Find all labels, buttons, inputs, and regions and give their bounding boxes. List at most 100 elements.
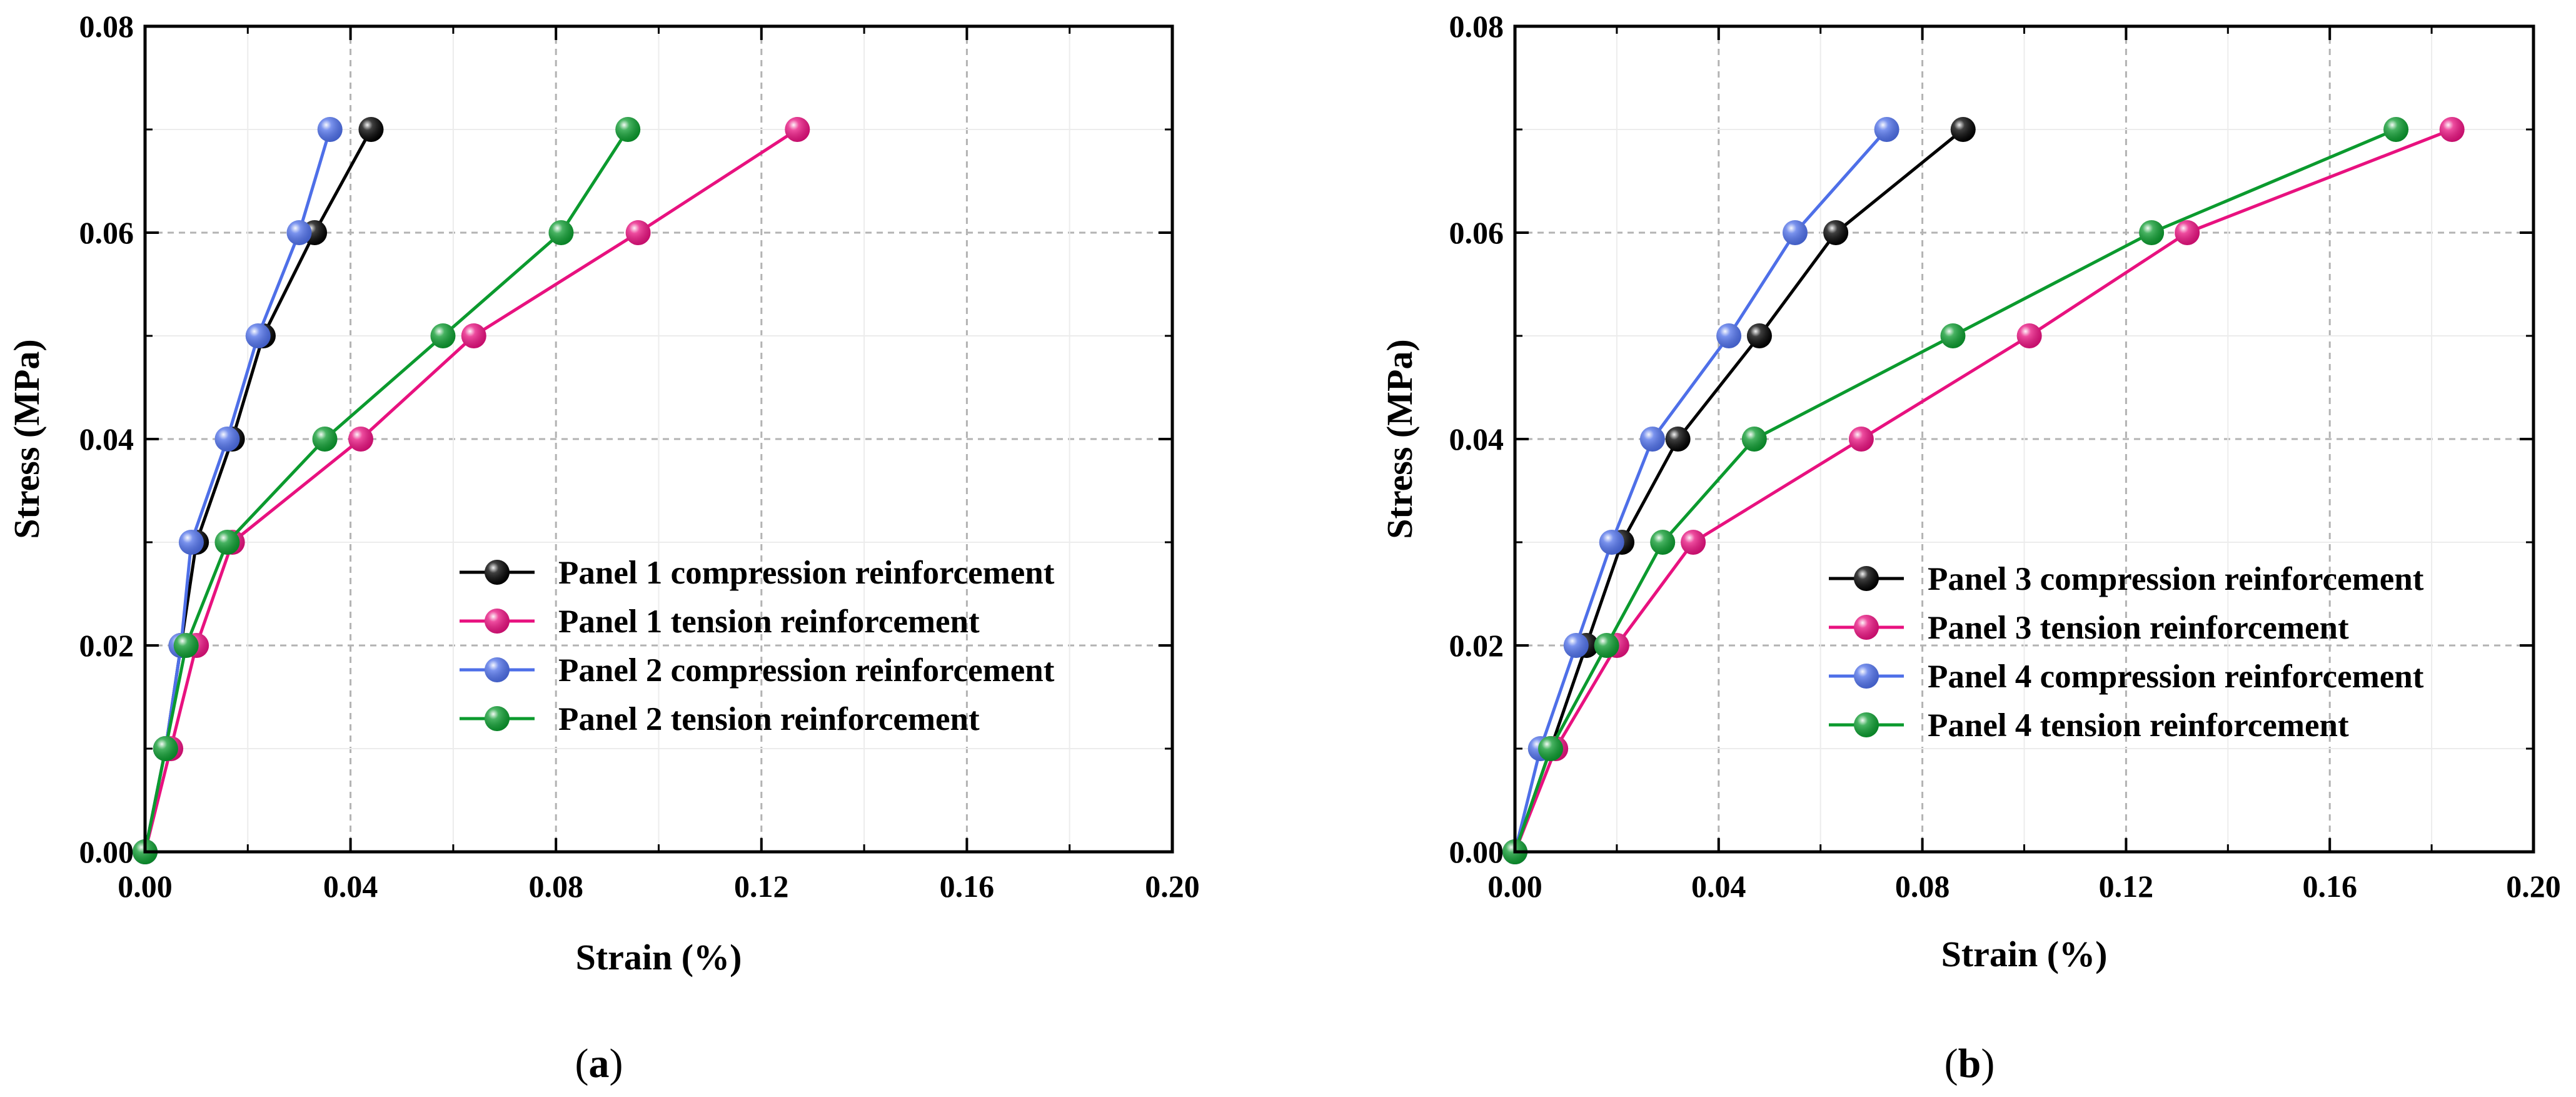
x-tick-labels: 0.00 0.04 0.08 0.12 0.16 0.20 — [118, 869, 1200, 904]
legend-item: Panel 3 compression reinforcement — [1829, 561, 2424, 597]
series-line — [1513, 128, 1965, 852]
legend-marker — [1854, 664, 1879, 689]
legend-marker — [485, 706, 510, 731]
y-tick-label: 0.06 — [79, 215, 134, 250]
x-tick-label: 0.04 — [323, 869, 378, 904]
x-tick-labels: 0.00 0.04 0.08 0.12 0.16 0.20 — [1487, 869, 2561, 904]
legend-marker — [1854, 566, 1879, 591]
chart-panel-a: 0.00 0.04 0.08 0.12 0.16 0.20 0.000.020.040.0… — [6, 9, 1200, 1086]
data-point — [2383, 117, 2409, 142]
minor-grid-lines — [1515, 26, 2533, 852]
x-tick-label: 0.04 — [1691, 869, 1746, 904]
data-point — [1665, 427, 1691, 452]
data-point — [245, 323, 271, 348]
data-point — [1746, 323, 1772, 348]
x-tick-label: 0.08 — [1895, 869, 1950, 904]
legend-item: Panel 1 tension reinforcement — [460, 604, 980, 640]
series-2 — [1502, 117, 2465, 864]
y-tick-label: 0.02 — [1449, 628, 1504, 663]
legend-marker — [485, 657, 510, 682]
y-tick-label: 0.00 — [1449, 834, 1504, 869]
legend-label: Panel 2 compression reinforcement — [558, 652, 1055, 689]
data-point — [312, 427, 338, 452]
series-4 — [1502, 117, 2409, 864]
data-point — [1563, 633, 1589, 658]
y-tick-labels: 0.00 0.02 0.04 0.06 0.08 — [1449, 9, 1504, 869]
legend-item: Panel 4 tension reinforcement — [1829, 707, 2349, 744]
legend-label: Panel 1 compression reinforcement — [558, 555, 1055, 591]
series-line — [1513, 128, 2453, 852]
data-point — [2439, 117, 2465, 142]
legend-marker — [1854, 712, 1879, 737]
data-point — [214, 427, 240, 452]
y-tick-label: 0.08 — [79, 9, 134, 44]
data-point — [1650, 530, 1676, 555]
y-axis-title: Stress (MPa) — [6, 339, 47, 538]
legend-item: Panel 4 compression reinforcement — [1829, 659, 2424, 695]
data-point — [173, 633, 199, 658]
panel-caption: (a) — [575, 1041, 623, 1086]
x-tick-label: 0.08 — [528, 869, 583, 904]
y-tick-label: 0.04 — [79, 422, 134, 457]
data-point — [2175, 220, 2200, 245]
series-line — [143, 128, 630, 852]
data-point — [615, 117, 641, 142]
series-line — [143, 128, 798, 852]
axis-ticks — [144, 25, 1174, 853]
minor-grid-lines — [145, 26, 1172, 852]
legend-label: Panel 3 tension reinforcement — [1928, 610, 2349, 646]
legend-marker — [485, 609, 510, 634]
legend-label: Panel 1 tension reinforcement — [558, 604, 980, 640]
data-point — [358, 117, 384, 142]
data-point — [1599, 530, 1624, 555]
data-point — [461, 323, 486, 348]
data-point — [1874, 117, 1899, 142]
data-point — [1848, 427, 1874, 452]
legend-marker — [485, 560, 510, 585]
axis-ticks — [1514, 25, 2535, 853]
x-tick-label: 0.20 — [2506, 869, 2561, 904]
legend-label: Panel 4 tension reinforcement — [1928, 707, 2349, 744]
legend-label: Panel 3 compression reinforcement — [1928, 561, 2424, 597]
series-line — [1513, 128, 1888, 852]
x-tick-label: 0.12 — [2099, 869, 2154, 904]
panel-label: b — [1958, 1041, 1981, 1086]
data-point — [548, 220, 574, 245]
series-line — [1513, 128, 2397, 852]
x-tick-label: 0.00 — [118, 869, 173, 904]
x-tick-label: 0.16 — [940, 869, 995, 904]
data-point — [625, 220, 651, 245]
data-point — [1950, 117, 1976, 142]
data-point — [785, 117, 810, 142]
x-tick-label: 0.20 — [1145, 869, 1200, 904]
y-tick-label: 0.06 — [1449, 215, 1504, 250]
data-point — [430, 323, 456, 348]
data-point — [1940, 323, 1966, 348]
legend-label: Panel 4 compression reinforcement — [1928, 659, 2424, 695]
legend-marker — [1854, 615, 1879, 640]
data-series — [1502, 117, 2465, 864]
data-point — [153, 736, 178, 761]
data-point — [2139, 220, 2165, 245]
legend-item: Panel 2 tension reinforcement — [460, 701, 980, 737]
x-axis-title: Strain (%) — [576, 937, 742, 978]
x-tick-label: 0.00 — [1487, 869, 1542, 904]
data-point — [286, 220, 312, 245]
legend-item: Panel 2 compression reinforcement — [460, 652, 1055, 689]
legend: Panel 1 compression reinforcement Panel 1… — [460, 555, 1055, 737]
data-point — [348, 427, 374, 452]
data-point — [1741, 427, 1767, 452]
data-point — [1538, 736, 1564, 761]
data-point — [2016, 323, 2042, 348]
x-tick-label: 0.16 — [2302, 869, 2357, 904]
data-point — [1823, 220, 1849, 245]
y-tick-label: 0.02 — [79, 628, 134, 663]
legend-label: Panel 2 tension reinforcement — [558, 701, 980, 737]
legend: Panel 3 compression reinforcement Panel 3… — [1829, 561, 2424, 744]
data-point — [317, 117, 343, 142]
x-axis-title: Strain (%) — [1941, 934, 2108, 974]
chart-panel-b: 0.00 0.04 0.08 0.12 0.16 0.20 0.00 0.02 0.04 0.0… — [1379, 9, 2561, 1086]
data-point — [1639, 427, 1665, 452]
data-point — [1594, 633, 1619, 658]
